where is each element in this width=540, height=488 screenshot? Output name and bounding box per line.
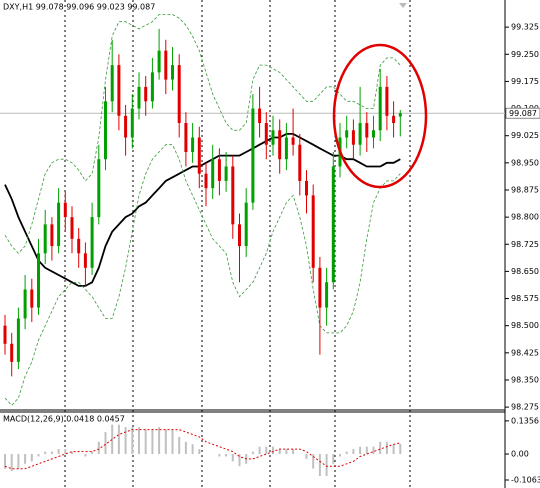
y-tick-label: 98.575: [511, 294, 539, 303]
y-tick-label: 99.325: [511, 23, 539, 32]
candle-body: [57, 202, 61, 247]
candle-body: [63, 202, 67, 218]
candle-body: [224, 166, 228, 181]
candle-body: [217, 159, 221, 181]
y-tick-label: 98.275: [511, 403, 539, 412]
y-tick-label: -0.1063: [511, 476, 540, 485]
y-tick-label: 98.650: [511, 267, 539, 276]
candle-body: [284, 137, 288, 160]
indicator-line: [4, 14, 401, 254]
candle-body: [365, 123, 369, 138]
candle-body: [244, 202, 248, 247]
candle-body: [264, 123, 268, 145]
candle-body: [144, 86, 148, 102]
candle-body: [318, 267, 322, 308]
signal-line: [4, 429, 401, 470]
candle-body: [90, 217, 94, 268]
candle-body: [16, 318, 20, 362]
candle-body: [392, 115, 396, 124]
candle-body: [298, 144, 302, 181]
period-separators: [64, 0, 411, 488]
candle-body: [378, 86, 382, 131]
candle-body: [372, 130, 375, 138]
candle-body: [164, 50, 168, 80]
y-tick-label: 98.725: [511, 240, 539, 249]
candle-body: [184, 123, 188, 152]
candle-body: [150, 72, 154, 102]
candle-body: [50, 224, 54, 247]
y-tick-label: 99.025: [511, 131, 539, 140]
candle-body: [10, 343, 14, 362]
y-tick-label: 98.800: [511, 213, 539, 222]
shift-marker: [399, 3, 407, 8]
candle-body: [325, 282, 329, 308]
candle-body: [124, 115, 128, 138]
y-tick-label: 98.875: [511, 185, 539, 194]
candle-body: [97, 159, 101, 218]
candle-body: [77, 238, 81, 254]
price-marker-box: [505, 107, 540, 119]
candle-body: [331, 166, 335, 283]
y-tick-label: 98.425: [511, 348, 539, 357]
candle-body: [110, 65, 114, 102]
candle-body: [43, 224, 47, 254]
candle-body: [191, 137, 195, 152]
candle-body: [177, 65, 181, 124]
candle-body: [137, 86, 141, 109]
indicator-line: [4, 133, 401, 287]
candle-body: [171, 65, 174, 80]
y-tick-label: 0.1356: [511, 416, 539, 425]
candle-body: [305, 180, 308, 196]
candle-body: [238, 224, 241, 247]
chart-title: DXY,H1 99.078 99.096 99.023 99.087: [3, 3, 155, 12]
candle-body: [117, 65, 121, 116]
candle-body: [231, 166, 235, 225]
candle-body: [258, 108, 262, 124]
y-tick-label: 98.950: [511, 158, 539, 167]
candle-body: [291, 137, 295, 145]
candle-body: [345, 130, 349, 138]
candle-body: [23, 289, 27, 319]
y-tick-label: 98.500: [511, 321, 539, 330]
highlight-ellipse: [332, 43, 428, 189]
candle-body: [83, 253, 87, 268]
candle-body: [37, 253, 40, 308]
macd-title: MACD(12,26,9) 0.0418 0.0457: [3, 415, 125, 424]
candle-body: [70, 217, 74, 239]
candle-body: [251, 108, 255, 203]
y-tick-label: 0.00: [511, 450, 529, 459]
candle-body: [130, 108, 134, 138]
plot: [0, 14, 505, 477]
indicator-line: [4, 144, 401, 406]
y-tick-label: 99.250: [511, 50, 539, 59]
candle-body: [104, 101, 107, 160]
candle-body: [278, 130, 282, 160]
candle-body: [351, 130, 355, 145]
candle-body: [204, 173, 208, 189]
candle-body: [3, 325, 7, 344]
price-marker-label: 99.087: [509, 109, 537, 118]
y-tick-label: 99.175: [511, 77, 539, 86]
candle-body: [157, 50, 161, 73]
candle-body: [211, 159, 215, 189]
candle-body: [271, 130, 275, 145]
candle-body: [311, 195, 315, 268]
y-tick-label: 98.350: [511, 375, 539, 384]
candle-body: [197, 137, 201, 174]
candle-body: [30, 289, 34, 308]
candle-body: [398, 113, 402, 117]
candle-body: [358, 123, 362, 145]
candle-body: [385, 86, 389, 116]
